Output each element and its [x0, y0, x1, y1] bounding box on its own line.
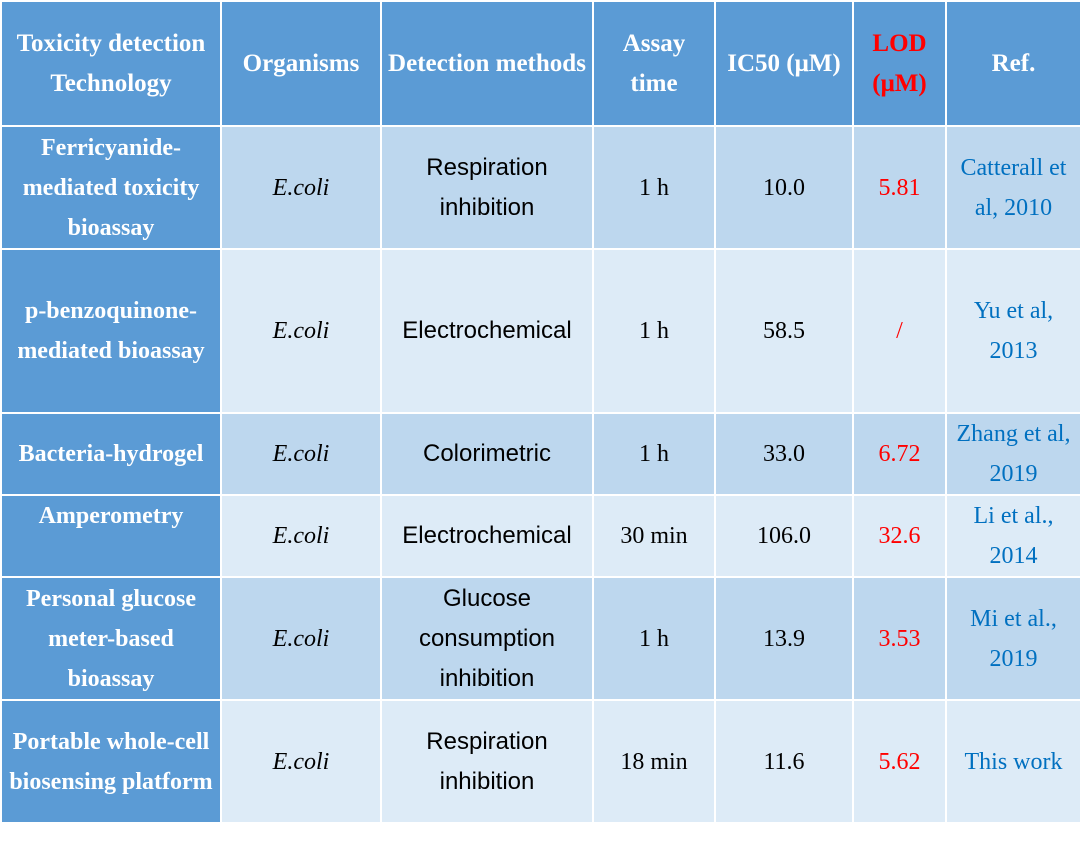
- row-assay-time: 1 h: [592, 576, 716, 701]
- header-row: Toxicity detection Technology Organisms …: [0, 0, 1080, 127]
- row-method: Electrochemical: [380, 494, 594, 578]
- row-method: Colorimetric: [380, 412, 594, 496]
- row-technology: p-benzoquinone-mediated bioassay: [0, 248, 222, 414]
- header-ref: Ref.: [945, 0, 1080, 127]
- row-lod: 5.81: [852, 125, 947, 250]
- table-row: Ferricyanide-mediated toxicity bioassay …: [0, 125, 1080, 250]
- row-technology: Personal glucose meter-based bioassay: [0, 576, 222, 701]
- row-method: Electrochemical: [380, 248, 594, 414]
- row-assay-time: 1 h: [592, 412, 716, 496]
- row-assay-time: 18 min: [592, 699, 716, 824]
- row-organism: E.coli: [220, 412, 382, 496]
- row-ref: Li et al., 2014: [945, 494, 1080, 578]
- row-organism: E.coli: [220, 125, 382, 250]
- table-row: Personal glucose meter-based bioassay E.…: [0, 576, 1080, 701]
- row-technology: Portable whole-cell biosensing platform: [0, 699, 222, 824]
- row-assay-time: 30 min: [592, 494, 716, 578]
- header-methods: Detection methods: [380, 0, 594, 127]
- row-ic50: 13.9: [714, 576, 854, 701]
- row-ref: Mi et al., 2019: [945, 576, 1080, 701]
- row-technology: Ferricyanide-mediated toxicity bioassay: [0, 125, 222, 250]
- row-ic50: 33.0: [714, 412, 854, 496]
- row-method: Glucose consumption inhibition: [380, 576, 594, 701]
- row-ref: Catterall et al, 2010: [945, 125, 1080, 250]
- row-assay-time: 1 h: [592, 125, 716, 250]
- row-method: Respiration inhibition: [380, 699, 594, 824]
- header-technology: Toxicity detection Technology: [0, 0, 222, 127]
- row-technology: Amperometry: [0, 494, 222, 578]
- row-assay-time: 1 h: [592, 248, 716, 414]
- row-ref: Zhang et al, 2019: [945, 412, 1080, 496]
- row-lod: /: [852, 248, 947, 414]
- comparison-table-container: Toxicity detection Technology Organisms …: [0, 0, 1080, 824]
- row-lod: 3.53: [852, 576, 947, 701]
- row-organism: E.coli: [220, 699, 382, 824]
- row-ref: Yu et al, 2013: [945, 248, 1080, 414]
- row-ic50: 106.0: [714, 494, 854, 578]
- row-lod: 6.72: [852, 412, 947, 496]
- row-ic50: 10.0: [714, 125, 854, 250]
- row-organism: E.coli: [220, 494, 382, 578]
- header-assay-time: Assay time: [592, 0, 716, 127]
- header-organisms: Organisms: [220, 0, 382, 127]
- row-ic50: 11.6: [714, 699, 854, 824]
- row-ref: This work: [945, 699, 1080, 824]
- table-row: p-benzoquinone-mediated bioassay E.coli …: [0, 248, 1080, 414]
- table-row: Portable whole-cell biosensing platform …: [0, 699, 1080, 824]
- header-lod: LOD (μM): [852, 0, 947, 127]
- row-ic50: 58.5: [714, 248, 854, 414]
- row-lod: 5.62: [852, 699, 947, 824]
- row-organism: E.coli: [220, 248, 382, 414]
- header-ic50: IC50 (μM): [714, 0, 854, 127]
- row-technology: Bacteria-hydrogel: [0, 412, 222, 496]
- table-row: Amperometry E.coli Electrochemical 30 mi…: [0, 494, 1080, 578]
- row-organism: E.coli: [220, 576, 382, 701]
- row-method: Respiration inhibition: [380, 125, 594, 250]
- row-lod: 32.6: [852, 494, 947, 578]
- toxicity-comparison-table: Toxicity detection Technology Organisms …: [0, 0, 1080, 824]
- table-row: Bacteria-hydrogel E.coli Colorimetric 1 …: [0, 412, 1080, 496]
